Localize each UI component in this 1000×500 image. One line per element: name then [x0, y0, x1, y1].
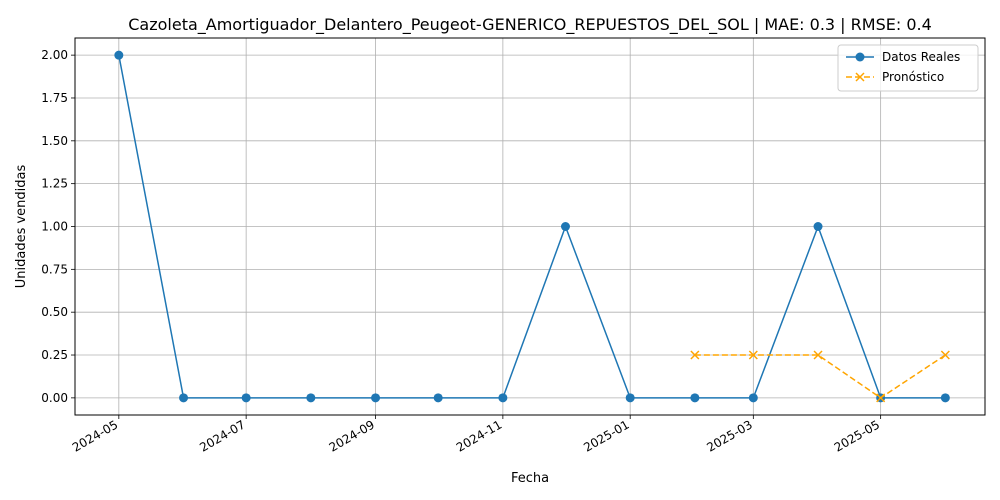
legend-label: Pronóstico: [882, 70, 944, 84]
data-point-real: [560, 222, 570, 231]
x-tick-label: 2025-05: [832, 417, 882, 454]
x-axis-label: Fecha: [511, 471, 549, 486]
y-tick-label: 2.00: [41, 48, 68, 62]
data-point-real: [748, 393, 758, 403]
legend-entry: Datos Reales: [846, 50, 960, 64]
x-tick-label: 2025-03: [704, 417, 754, 454]
y-tick-label: 0.50: [41, 305, 68, 319]
y-axis-label: Unidades vendidas: [14, 165, 29, 289]
legend-label: Datos Reales: [882, 50, 960, 64]
legend-entry: Pronóstico: [846, 70, 944, 84]
data-point-real: [813, 222, 823, 231]
grid-lines: [75, 38, 985, 415]
x-tick-label: 2024-07: [197, 417, 247, 454]
y-tick-label: 0.25: [41, 348, 68, 362]
y-tick-label: 1.25: [41, 177, 68, 191]
data-point-forecast: [748, 350, 758, 360]
data-point-real: [306, 393, 316, 403]
data-point-real: [690, 393, 700, 403]
data-point-real: [625, 393, 635, 403]
data-point-real: [371, 393, 381, 403]
y-tick-label: 1.75: [41, 91, 68, 105]
x-tick-label: 2025-01: [581, 417, 631, 454]
axis-ticks: 0.00 0.25 0.50 0.75 1.00 1.25 1.50 1.75 2.00 2024…: [41, 48, 882, 455]
chart-title: Cazoleta_Amortiguador_Delantero_Peugeot-…: [128, 15, 932, 35]
y-tick-label: 1.50: [41, 134, 68, 148]
data-point-real: [114, 50, 124, 60]
y-tick-label: 0.00: [41, 391, 68, 405]
data-point-real: [179, 393, 189, 403]
data-point-real: [433, 393, 443, 403]
x-tick-label: 2024-09: [327, 417, 377, 454]
data-point-forecast: [690, 350, 700, 360]
series-line-pronostico: [694, 354, 946, 399]
data-point-real: [241, 393, 251, 403]
legend-marker: [855, 52, 865, 62]
legend: Datos Reales Pronóstico: [837, 44, 979, 92]
series-line-datos-reales: [118, 54, 946, 399]
data-point-forecast: [876, 393, 886, 403]
data-point-real: [940, 393, 950, 403]
x-tick-label: 2024-11: [454, 417, 504, 454]
series-layer: [114, 50, 950, 403]
x-tick-label: 2024-05: [70, 417, 120, 454]
data-point-forecast: [940, 350, 950, 360]
data-point-real: [498, 393, 508, 403]
y-tick-label: 0.75: [41, 262, 68, 276]
y-tick-label: 1.00: [41, 220, 68, 234]
data-point-forecast: [813, 350, 823, 360]
